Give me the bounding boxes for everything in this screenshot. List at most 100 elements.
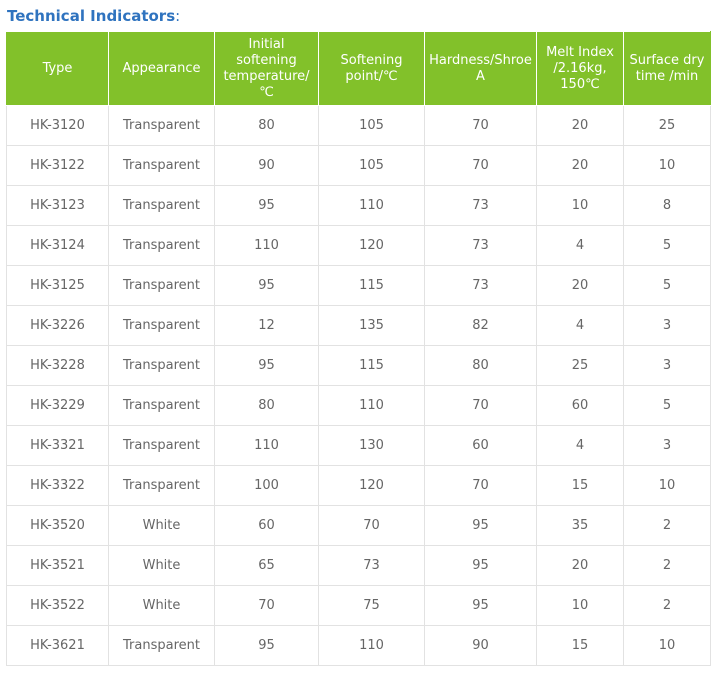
cell-melt-index: 60 [537, 386, 624, 426]
table-row: HK-3228 Transparent 95 115 80 25 3 [7, 346, 711, 386]
cell-softening-point: 105 [319, 146, 425, 186]
cell-initial-softening-temperature: 12 [215, 306, 319, 346]
cell-surface-dry-time: 10 [624, 466, 711, 506]
cell-appearance: Transparent [109, 346, 215, 386]
cell-appearance: White [109, 506, 215, 546]
table-row: HK-3123 Transparent 95 110 73 10 8 [7, 186, 711, 226]
cell-hardness: 95 [425, 546, 537, 586]
cell-melt-index: 10 [537, 186, 624, 226]
cell-hardness: 82 [425, 306, 537, 346]
table-row: HK-3226 Transparent 12 135 82 4 3 [7, 306, 711, 346]
cell-softening-point: 70 [319, 506, 425, 546]
cell-hardness: 73 [425, 226, 537, 266]
page-title: Technical Indicators: [7, 7, 180, 25]
cell-surface-dry-time: 5 [624, 266, 711, 306]
cell-type: HK-3520 [7, 506, 109, 546]
cell-softening-point: 120 [319, 226, 425, 266]
cell-appearance: Transparent [109, 226, 215, 266]
cell-softening-point: 73 [319, 546, 425, 586]
cell-type: HK-3120 [7, 106, 109, 146]
cell-surface-dry-time: 3 [624, 306, 711, 346]
cell-initial-softening-temperature: 80 [215, 106, 319, 146]
cell-appearance: Transparent [109, 266, 215, 306]
cell-softening-point: 120 [319, 466, 425, 506]
cell-surface-dry-time: 2 [624, 586, 711, 626]
cell-appearance: Transparent [109, 146, 215, 186]
cell-type: HK-3124 [7, 226, 109, 266]
technical-indicators-table: Type Appearance Initial softening temper… [6, 31, 711, 666]
column-header-surface-dry-time: Surface dry time /min [624, 32, 711, 106]
page-title-text: Technical Indicators [7, 7, 175, 25]
cell-initial-softening-temperature: 70 [215, 586, 319, 626]
table-row: HK-3621 Transparent 95 110 90 15 10 [7, 626, 711, 666]
cell-melt-index: 4 [537, 426, 624, 466]
table-row: HK-3521 White 65 73 95 20 2 [7, 546, 711, 586]
cell-melt-index: 25 [537, 346, 624, 386]
cell-melt-index: 20 [537, 266, 624, 306]
cell-initial-softening-temperature: 110 [215, 426, 319, 466]
cell-melt-index: 20 [537, 546, 624, 586]
cell-type: HK-3226 [7, 306, 109, 346]
table-header: Type Appearance Initial softening temper… [7, 32, 711, 106]
cell-surface-dry-time: 5 [624, 226, 711, 266]
cell-type: HK-3228 [7, 346, 109, 386]
cell-initial-softening-temperature: 65 [215, 546, 319, 586]
table-body: HK-3120 Transparent 80 105 70 20 25 HK-3122 Tran… [7, 106, 711, 666]
cell-initial-softening-temperature: 95 [215, 266, 319, 306]
cell-initial-softening-temperature: 95 [215, 186, 319, 226]
cell-type: HK-3321 [7, 426, 109, 466]
cell-softening-point: 75 [319, 586, 425, 626]
cell-initial-softening-temperature: 80 [215, 386, 319, 426]
cell-type: HK-3522 [7, 586, 109, 626]
cell-hardness: 90 [425, 626, 537, 666]
cell-hardness: 95 [425, 506, 537, 546]
column-header-type: Type [7, 32, 109, 106]
cell-initial-softening-temperature: 95 [215, 346, 319, 386]
column-header-hardness: Hardness/Shroe A [425, 32, 537, 106]
cell-surface-dry-time: 10 [624, 626, 711, 666]
cell-initial-softening-temperature: 100 [215, 466, 319, 506]
cell-surface-dry-time: 2 [624, 506, 711, 546]
cell-melt-index: 10 [537, 586, 624, 626]
cell-softening-point: 110 [319, 386, 425, 426]
cell-type: HK-3521 [7, 546, 109, 586]
cell-surface-dry-time: 10 [624, 146, 711, 186]
cell-surface-dry-time: 3 [624, 346, 711, 386]
cell-type: HK-3621 [7, 626, 109, 666]
cell-initial-softening-temperature: 110 [215, 226, 319, 266]
cell-softening-point: 115 [319, 346, 425, 386]
page-title-colon: : [175, 7, 180, 25]
table-row: HK-3322 Transparent 100 120 70 15 10 [7, 466, 711, 506]
cell-surface-dry-time: 3 [624, 426, 711, 466]
table-row: HK-3125 Transparent 95 115 73 20 5 [7, 266, 711, 306]
column-header-softening-point: Softening point/℃ [319, 32, 425, 106]
cell-initial-softening-temperature: 95 [215, 626, 319, 666]
cell-softening-point: 115 [319, 266, 425, 306]
cell-initial-softening-temperature: 60 [215, 506, 319, 546]
cell-hardness: 95 [425, 586, 537, 626]
cell-melt-index: 4 [537, 226, 624, 266]
cell-initial-softening-temperature: 90 [215, 146, 319, 186]
cell-appearance: White [109, 586, 215, 626]
cell-type: HK-3125 [7, 266, 109, 306]
cell-softening-point: 110 [319, 186, 425, 226]
cell-appearance: Transparent [109, 306, 215, 346]
cell-melt-index: 20 [537, 106, 624, 146]
cell-hardness: 70 [425, 106, 537, 146]
cell-softening-point: 110 [319, 626, 425, 666]
cell-surface-dry-time: 8 [624, 186, 711, 226]
cell-hardness: 73 [425, 186, 537, 226]
cell-hardness: 70 [425, 466, 537, 506]
column-header-melt-index: Melt Index /2.16kg, 150℃ [537, 32, 624, 106]
cell-hardness: 70 [425, 146, 537, 186]
header-row: Type Appearance Initial softening temper… [7, 32, 711, 106]
cell-hardness: 80 [425, 346, 537, 386]
cell-softening-point: 135 [319, 306, 425, 346]
cell-melt-index: 15 [537, 626, 624, 666]
cell-surface-dry-time: 25 [624, 106, 711, 146]
table-row: HK-3522 White 70 75 95 10 2 [7, 586, 711, 626]
cell-melt-index: 35 [537, 506, 624, 546]
cell-hardness: 60 [425, 426, 537, 466]
cell-appearance: Transparent [109, 466, 215, 506]
table-row: HK-3124 Transparent 110 120 73 4 5 [7, 226, 711, 266]
